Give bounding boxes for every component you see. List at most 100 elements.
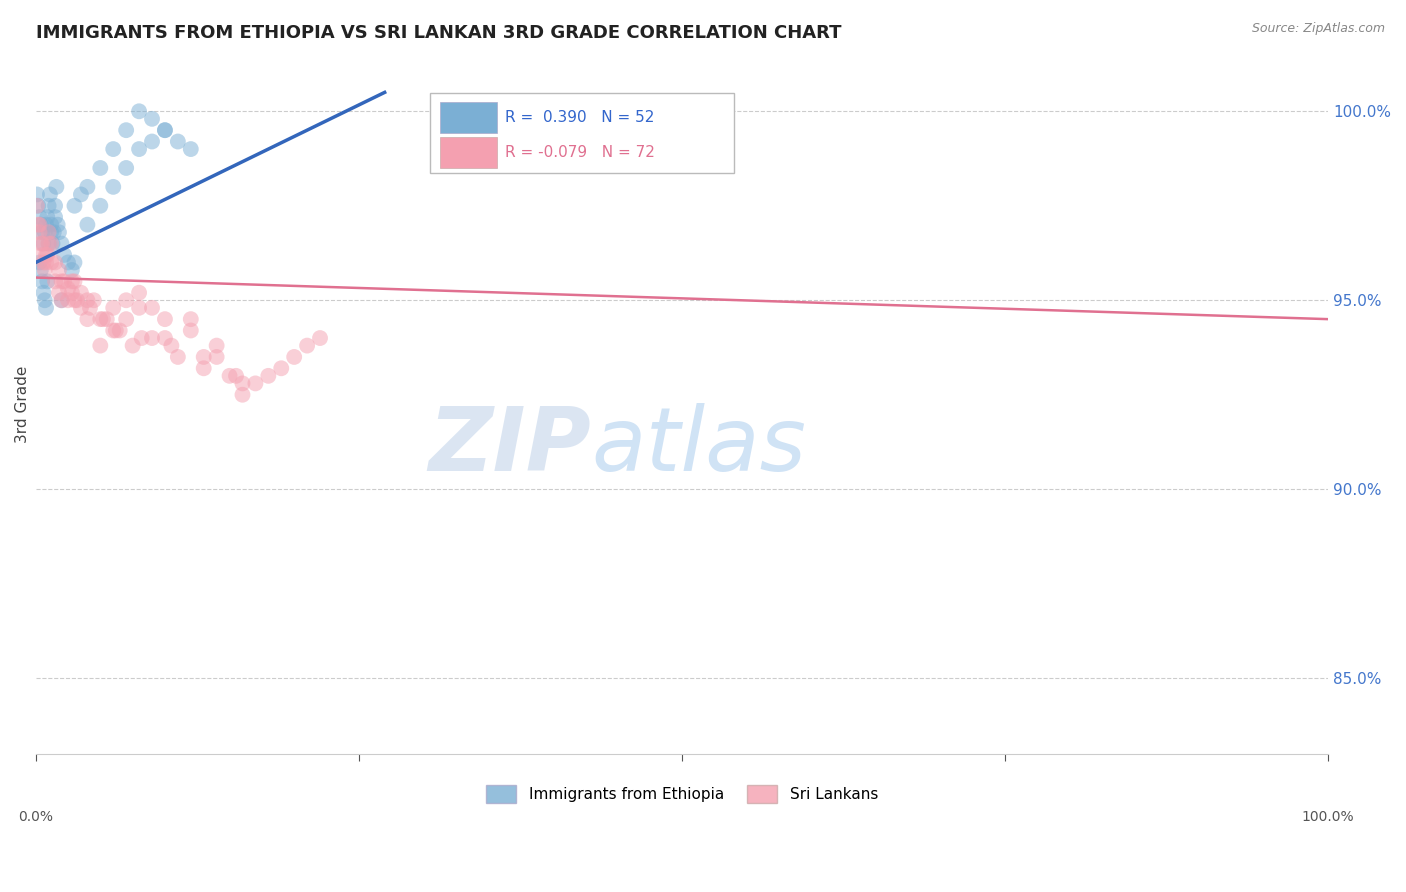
Point <box>115 293 138 308</box>
Point <box>76 293 98 308</box>
Point <box>48 263 70 277</box>
Point <box>270 361 292 376</box>
Point <box>37 210 59 224</box>
Point <box>153 331 176 345</box>
Point <box>128 104 150 119</box>
Point <box>89 312 111 326</box>
Point <box>89 161 111 175</box>
Point <box>70 301 93 315</box>
Point <box>76 218 98 232</box>
Point <box>63 199 86 213</box>
Text: 0.0%: 0.0% <box>18 811 53 824</box>
Point <box>30 236 52 251</box>
Point <box>141 112 163 126</box>
Point <box>103 301 125 315</box>
Point <box>31 274 53 288</box>
Point <box>37 274 59 288</box>
Point <box>28 225 51 239</box>
Point <box>257 368 280 383</box>
Point <box>63 255 86 269</box>
Point <box>128 285 150 300</box>
Text: R =  0.390   N = 52: R = 0.390 N = 52 <box>505 110 654 125</box>
Point <box>103 324 125 338</box>
Legend: Immigrants from Ethiopia, Sri Lankans: Immigrants from Ethiopia, Sri Lankans <box>479 780 884 809</box>
Point <box>141 301 163 315</box>
Point <box>28 210 51 224</box>
Point <box>295 338 318 352</box>
Point <box>56 282 79 296</box>
Point <box>103 179 125 194</box>
Point <box>283 350 305 364</box>
Point <box>51 274 73 288</box>
Point <box>27 199 49 213</box>
Point <box>96 312 118 326</box>
Point <box>76 179 98 194</box>
Point <box>38 225 60 239</box>
Point <box>153 123 176 137</box>
Point <box>115 161 138 175</box>
Point <box>180 312 202 326</box>
Point <box>60 274 83 288</box>
Point <box>128 301 150 315</box>
Point <box>32 255 55 269</box>
Point <box>53 248 76 262</box>
Point <box>60 285 83 300</box>
Point <box>193 361 215 376</box>
Point <box>89 338 111 352</box>
Point <box>25 187 48 202</box>
Point <box>39 255 62 269</box>
Point <box>245 376 267 391</box>
Point <box>180 142 202 156</box>
Point <box>30 263 52 277</box>
Point <box>28 255 51 269</box>
Point <box>41 236 63 251</box>
FancyBboxPatch shape <box>440 102 498 133</box>
Point <box>70 285 93 300</box>
Y-axis label: 3rd Grade: 3rd Grade <box>15 366 30 442</box>
Point <box>25 199 48 213</box>
Point <box>38 199 60 213</box>
Point <box>63 293 86 308</box>
Point <box>30 218 52 232</box>
Point <box>167 350 190 364</box>
Point <box>89 199 111 213</box>
Point <box>31 225 53 239</box>
Point <box>31 248 53 262</box>
Point <box>225 368 247 383</box>
Text: Source: ZipAtlas.com: Source: ZipAtlas.com <box>1251 22 1385 36</box>
Point <box>35 255 58 269</box>
Point <box>48 285 70 300</box>
Point <box>91 312 114 326</box>
Point <box>79 301 101 315</box>
Point <box>37 248 59 262</box>
Point <box>31 236 53 251</box>
Point <box>104 324 127 338</box>
Point <box>131 331 153 345</box>
Point <box>115 123 138 137</box>
Point <box>160 338 183 352</box>
Point <box>45 179 67 194</box>
Text: ZIP: ZIP <box>429 402 592 490</box>
Point <box>83 293 105 308</box>
Point <box>231 376 253 391</box>
Point <box>28 218 51 232</box>
Point <box>121 338 143 352</box>
Point <box>231 388 253 402</box>
Point <box>51 293 73 308</box>
Point <box>153 312 176 326</box>
Point <box>205 350 228 364</box>
FancyBboxPatch shape <box>440 137 498 168</box>
Point <box>46 218 69 232</box>
Point <box>193 350 215 364</box>
Text: IMMIGRANTS FROM ETHIOPIA VS SRI LANKAN 3RD GRADE CORRELATION CHART: IMMIGRANTS FROM ETHIOPIA VS SRI LANKAN 3… <box>35 24 841 42</box>
Point <box>115 312 138 326</box>
Point <box>153 123 176 137</box>
FancyBboxPatch shape <box>430 93 734 173</box>
Point <box>27 218 49 232</box>
Point <box>53 274 76 288</box>
Text: 100.0%: 100.0% <box>1302 811 1354 824</box>
Point <box>35 301 58 315</box>
Point <box>35 248 58 262</box>
Point <box>38 236 60 251</box>
Point <box>218 368 240 383</box>
